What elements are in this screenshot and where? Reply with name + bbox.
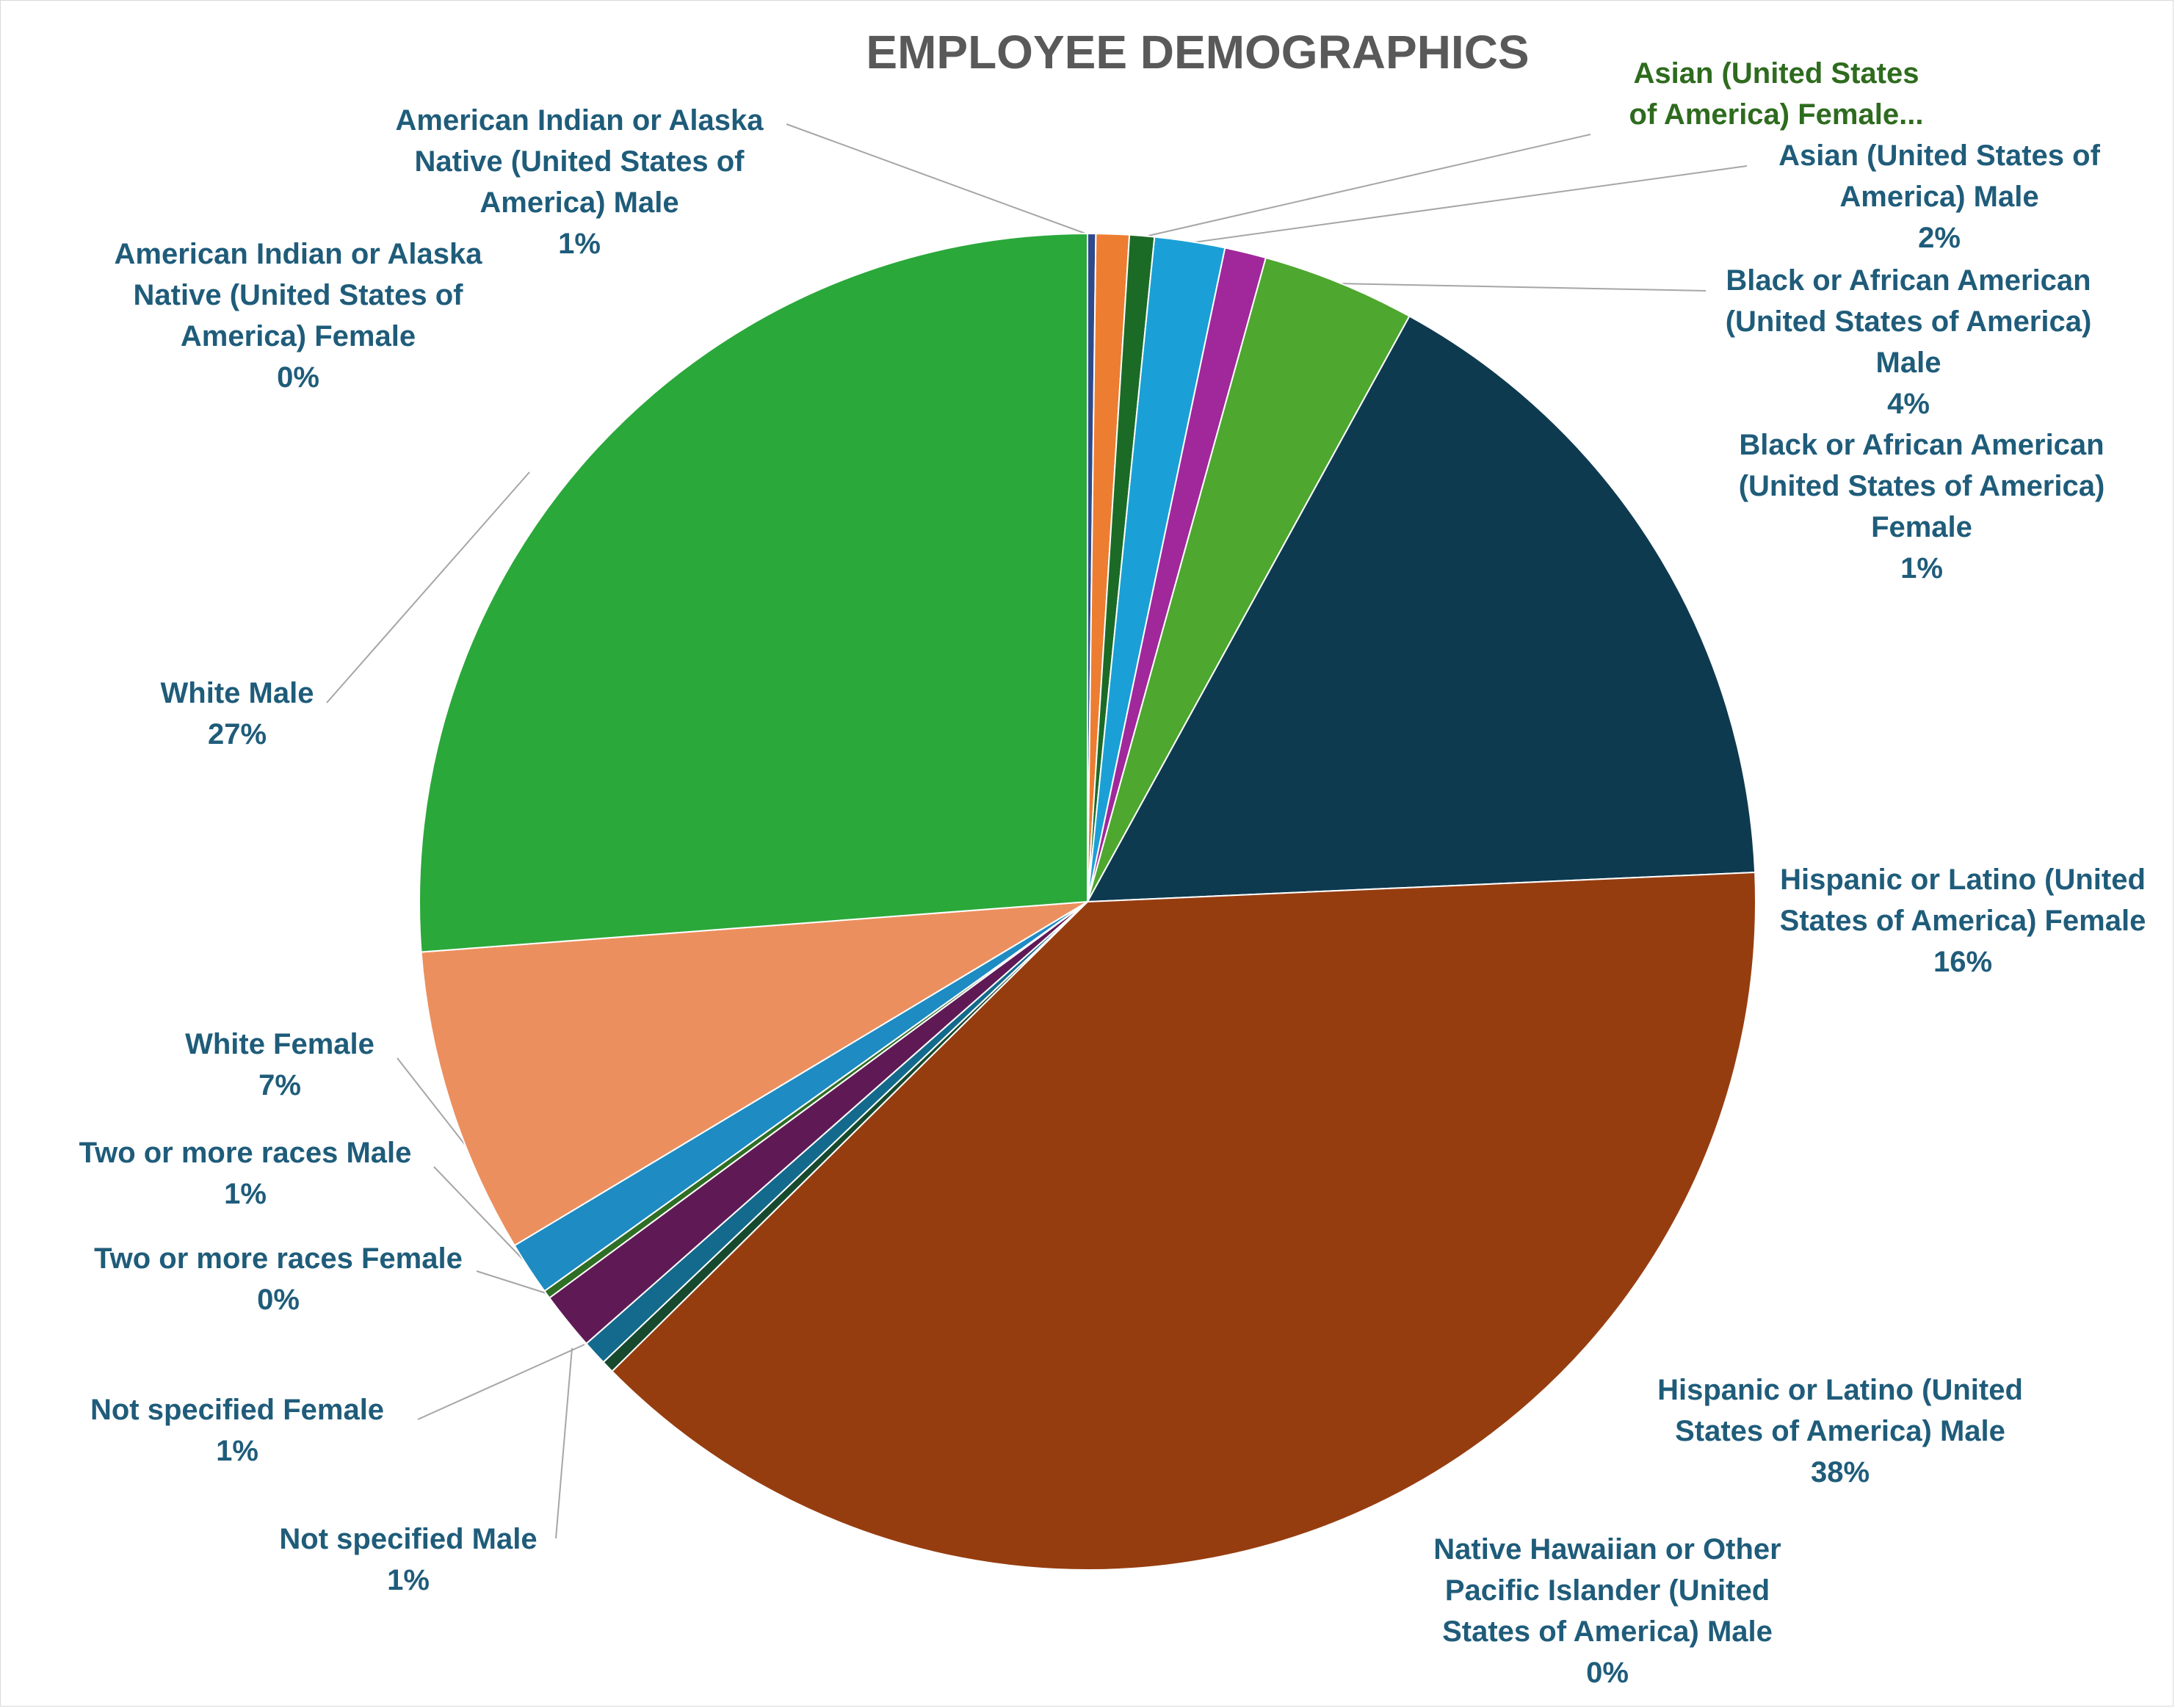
- slice-percent-label: 0%: [257, 1284, 300, 1316]
- leader-line: [1177, 165, 1748, 245]
- pie-slice: [611, 871, 1756, 1571]
- slice-percent-label: 1%: [558, 228, 601, 260]
- slice-name-line: Not specified Female: [90, 1394, 384, 1426]
- slice-percent-label: 1%: [216, 1435, 258, 1467]
- slice-name-line: States of America) Male: [1675, 1415, 2005, 1447]
- slice-name-line: States of America) Female: [1780, 905, 2146, 937]
- slice-label: Not specified Female 1%: [90, 1394, 384, 1467]
- slice-label: Black or African American (United States …: [1739, 429, 2105, 585]
- slice-percent-label: 0%: [277, 361, 319, 394]
- slice-name-line: America) Female: [181, 320, 416, 352]
- pie-slice: [1086, 315, 1756, 903]
- slice-name-line: Native (United States of: [415, 145, 745, 178]
- slice-percent-label: 7%: [258, 1069, 301, 1101]
- slice-name-line: Asian (United States of: [1778, 140, 2101, 172]
- slice-percent-label: 0%: [1586, 1657, 1629, 1689]
- slice-name-line: Hispanic or Latino (United: [1657, 1374, 2023, 1406]
- slice-name-line: States of America) Male: [1442, 1615, 1773, 1648]
- slice-name-line: Native (United States of: [134, 279, 464, 311]
- slice-label: Hispanic or Latino (United States of Amer…: [1657, 1374, 2023, 1488]
- slice-percent-label: 2%: [1918, 222, 1961, 254]
- leader-line: [555, 1347, 573, 1539]
- slice-label: American Indian or Alaska Native (United …: [396, 104, 764, 260]
- slice-name-line: White Male: [161, 677, 314, 709]
- slice-name-line: White Female: [185, 1028, 374, 1060]
- slice-label: Black or African American (United States …: [1726, 264, 2092, 420]
- slice-name-line: Native Hawaiian or Other: [1433, 1533, 1781, 1566]
- leader-line: [1335, 283, 1707, 292]
- slice-percent-label: 16%: [1933, 946, 1992, 978]
- pie-slice: [420, 901, 1088, 1247]
- pie-slices: [419, 232, 1756, 1571]
- slice-name-line: Black or African American: [1739, 429, 2104, 461]
- slice-name-line: (United States of America): [1726, 305, 2092, 338]
- slice-name-line: American Indian or Alaska: [115, 238, 483, 270]
- pie-slice: [419, 232, 1088, 953]
- slice-label: White Female 7%: [185, 1028, 374, 1101]
- slice-label: Two or more races Female 0%: [94, 1242, 463, 1316]
- leader-line: [1148, 134, 1591, 236]
- leader-line: [476, 1270, 558, 1298]
- slice-label: Asian (United States of America) Male 2%: [1778, 140, 2101, 254]
- slice-label: Two or more races Male 1%: [79, 1137, 412, 1210]
- slice-name-line: Asian (United States: [1634, 57, 1919, 90]
- leader-line: [433, 1166, 524, 1261]
- slice-name-line: Hispanic or Latino (United: [1780, 864, 2146, 896]
- slice-label: White Male 27%: [161, 677, 314, 750]
- slice-label: American Indian or Alaska Native (United …: [115, 238, 483, 394]
- slice-percent-label: 1%: [224, 1178, 267, 1210]
- slice-labels: American Indian or Alaska Native (United …: [79, 57, 2146, 1689]
- slice-percent-label: 4%: [1887, 388, 1930, 420]
- chart-title: EMPLOYEE DEMOGRAPHICS: [866, 26, 1529, 79]
- pie-slice: [1087, 256, 1411, 902]
- slice-name-line: of America) Female...: [1629, 98, 1924, 131]
- slice-percent-label: 1%: [1900, 552, 1943, 585]
- slice-percent-label: 27%: [208, 718, 267, 750]
- slice-name-line: Female: [1871, 511, 1972, 543]
- slice-name-line: (United States of America): [1739, 470, 2105, 502]
- leader-line: [417, 1344, 585, 1420]
- slice-label: Hispanic or Latino (United States of Amer…: [1780, 864, 2146, 978]
- slice-percent-label: 38%: [1811, 1456, 1870, 1488]
- slice-label: Native Hawaiian or Other Pacific Islander…: [1433, 1533, 1781, 1689]
- leader-line: [786, 123, 1088, 235]
- slice-name-line: Male: [1876, 347, 1941, 379]
- slice-label: Asian (United States of America) Female..…: [1629, 57, 1924, 131]
- leader-lines: [326, 123, 1748, 1539]
- slice-name-line: Two or more races Male: [79, 1137, 412, 1169]
- slice-name-line: America) Male: [479, 187, 678, 219]
- slice-name-line: Pacific Islander (United: [1445, 1574, 1770, 1607]
- slice-percent-label: 1%: [387, 1564, 430, 1596]
- slice-name-line: Not specified Male: [279, 1523, 537, 1555]
- slice-name-line: America) Male: [1839, 181, 2038, 213]
- slice-name-line: Two or more races Female: [94, 1242, 463, 1275]
- slice-label: Not specified Male 1%: [279, 1523, 537, 1596]
- leader-line: [326, 471, 530, 703]
- slice-name-line: Black or African American: [1726, 264, 2091, 297]
- slice-name-line: American Indian or Alaska: [396, 104, 764, 137]
